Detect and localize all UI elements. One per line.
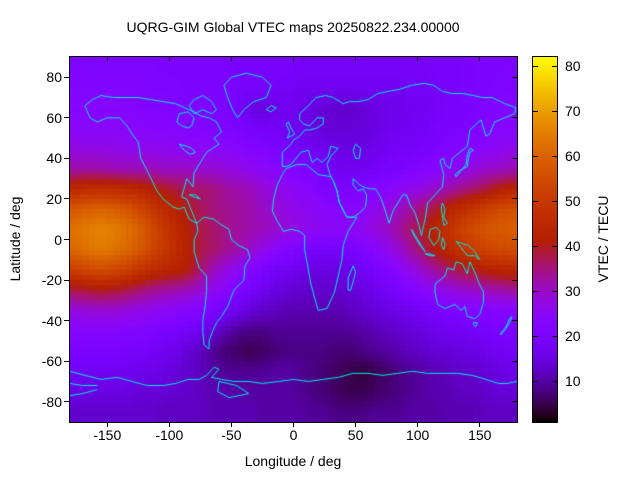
y-tick [512,198,517,200]
y-tick [64,76,69,78]
y-tick-label: 80 [46,69,62,86]
colorbar-tick [533,335,538,337]
x-tick [230,423,232,427]
colorbar-tick [533,380,538,382]
x-tick [106,57,108,61]
y-tick [512,320,517,322]
colorbar-tick-label: 10 [565,373,581,390]
colorbar-tick [552,200,557,202]
y-tick-label: -80 [41,393,62,410]
x-tick [355,423,357,427]
y-tick [512,401,517,403]
plot-border [69,56,518,423]
colorbar-tick [552,380,557,382]
x-tick [293,423,294,427]
colorbar-tick [533,290,538,292]
x-tick-label: 100 [405,427,430,443]
chart-title: UQRG-GIM Global VTEC maps 20250822.234.0… [126,19,460,35]
y-tick [64,157,69,159]
x-tick [168,423,170,427]
y-tick [64,320,69,322]
colorbar-tick [533,200,538,202]
y-tick [512,239,517,240]
y-tick [512,279,517,281]
colorbar-border [532,56,558,423]
y-tick [64,239,69,240]
x-tick-label: -50 [221,427,242,443]
x-tick [355,57,357,61]
y-tick-label: -40 [41,312,62,329]
x-tick-label: 50 [347,427,364,443]
y-tick [512,157,517,159]
colorbar-tick [533,155,538,157]
colorbar-tick [552,110,557,112]
x-tick [168,57,170,61]
y-tick-label: 40 [46,150,62,167]
y-tick [64,401,69,403]
x-tick-label: -100 [155,427,184,443]
y-tick [512,360,517,362]
colorbar-tick [552,245,557,247]
y-tick [64,117,69,119]
y-tick [64,360,69,362]
y-tick [512,76,517,78]
y-tick [512,117,517,119]
x-tick [479,423,481,427]
colorbar-tick-label: 60 [565,148,581,165]
x-tick [230,57,232,61]
y-tick-label: 20 [46,190,62,207]
y-tick-label: -60 [41,353,62,370]
y-tick-label: 60 [46,109,62,126]
y-tick-label: -20 [41,272,62,289]
colorbar-tick-label: 70 [565,103,581,120]
x-axis-label: Longitude / deg [244,453,342,469]
y-tick [64,198,69,200]
colorbar-tick-label: 20 [565,328,581,345]
colorbar-tick [533,65,538,67]
colorbar-tick-label: 80 [565,58,581,74]
colorbar-tick [552,290,557,292]
colorbar-tick-label: 30 [565,283,581,300]
x-tick [417,57,419,61]
colorbar-tick [533,245,538,247]
x-tick [479,57,481,61]
x-tick [417,423,419,427]
x-tick [106,423,108,427]
y-tick [64,279,69,281]
x-tick-label: -150 [93,427,122,443]
x-tick [293,57,294,61]
colorbar-tick [552,155,557,157]
x-tick-label: 0 [289,427,298,443]
colorbar-canvas [533,57,557,422]
colorbar-label: VTEC / TECU [595,195,611,283]
y-tick-label: 0 [54,231,62,248]
x-tick-label: 150 [468,427,492,443]
colorbar-tick [533,110,538,112]
colorbar-tick-label: 50 [565,193,581,210]
colorbar-tick-label: 40 [565,238,581,255]
colorbar-tick [552,335,557,337]
vtec-heatmap-canvas [70,57,517,422]
colorbar-tick [552,65,557,67]
